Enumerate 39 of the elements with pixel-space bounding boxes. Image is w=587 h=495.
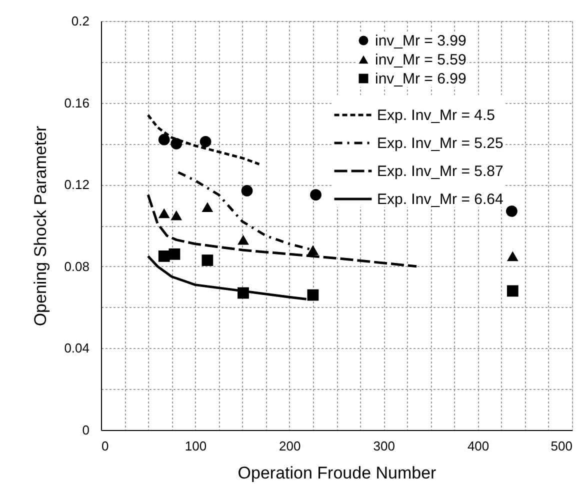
point (158, 208, 170, 218)
x-tick-label: 200 (279, 438, 301, 454)
legend-label: inv_Mr = 6.99 (375, 70, 466, 88)
x-tick-label: 100 (184, 438, 207, 454)
legend-label: Exp. Inv_Mr = 5.87 (377, 163, 504, 180)
point (202, 202, 214, 212)
point (170, 210, 182, 220)
point (200, 136, 212, 148)
point (170, 138, 182, 150)
legend-label: Exp. Inv_Mr = 6.64 (377, 191, 504, 208)
x-tick-label: 0 (102, 438, 109, 454)
point (158, 250, 170, 262)
point (310, 189, 322, 201)
point (506, 205, 518, 217)
point (238, 234, 249, 245)
point (158, 134, 170, 146)
y-tick-label: 0.04 (64, 340, 90, 356)
y-tick-label: 0.2 (71, 14, 90, 28)
line-series (146, 114, 261, 166)
legend-label: inv_Mr = 3.99 (375, 32, 466, 50)
legend-label: Exp. Inv_Mr = 4.5 (377, 107, 495, 124)
point (168, 248, 180, 260)
point (307, 289, 319, 301)
point (506, 285, 518, 297)
x-tick-label: 500 (550, 438, 572, 454)
x-tick-label: 300 (373, 438, 395, 454)
x-axis-title: Operation Froude Number (238, 464, 437, 482)
point (202, 254, 214, 266)
point (307, 245, 319, 255)
x-tick-label: 400 (467, 438, 490, 454)
legend-label: Exp. Inv_Mr = 5.25 (377, 135, 504, 152)
y-tick-label: 0 (82, 422, 90, 438)
y-tick-label: 0.16 (64, 95, 90, 110)
y-tick-label: 0.12 (64, 177, 90, 192)
y-axis-title: Opening Shock Parameter (31, 126, 50, 326)
point (241, 185, 253, 196)
y-tick-label: 0.08 (64, 258, 90, 274)
point (506, 251, 518, 262)
legend-label: inv_Mr = 5.59 (375, 52, 466, 68)
